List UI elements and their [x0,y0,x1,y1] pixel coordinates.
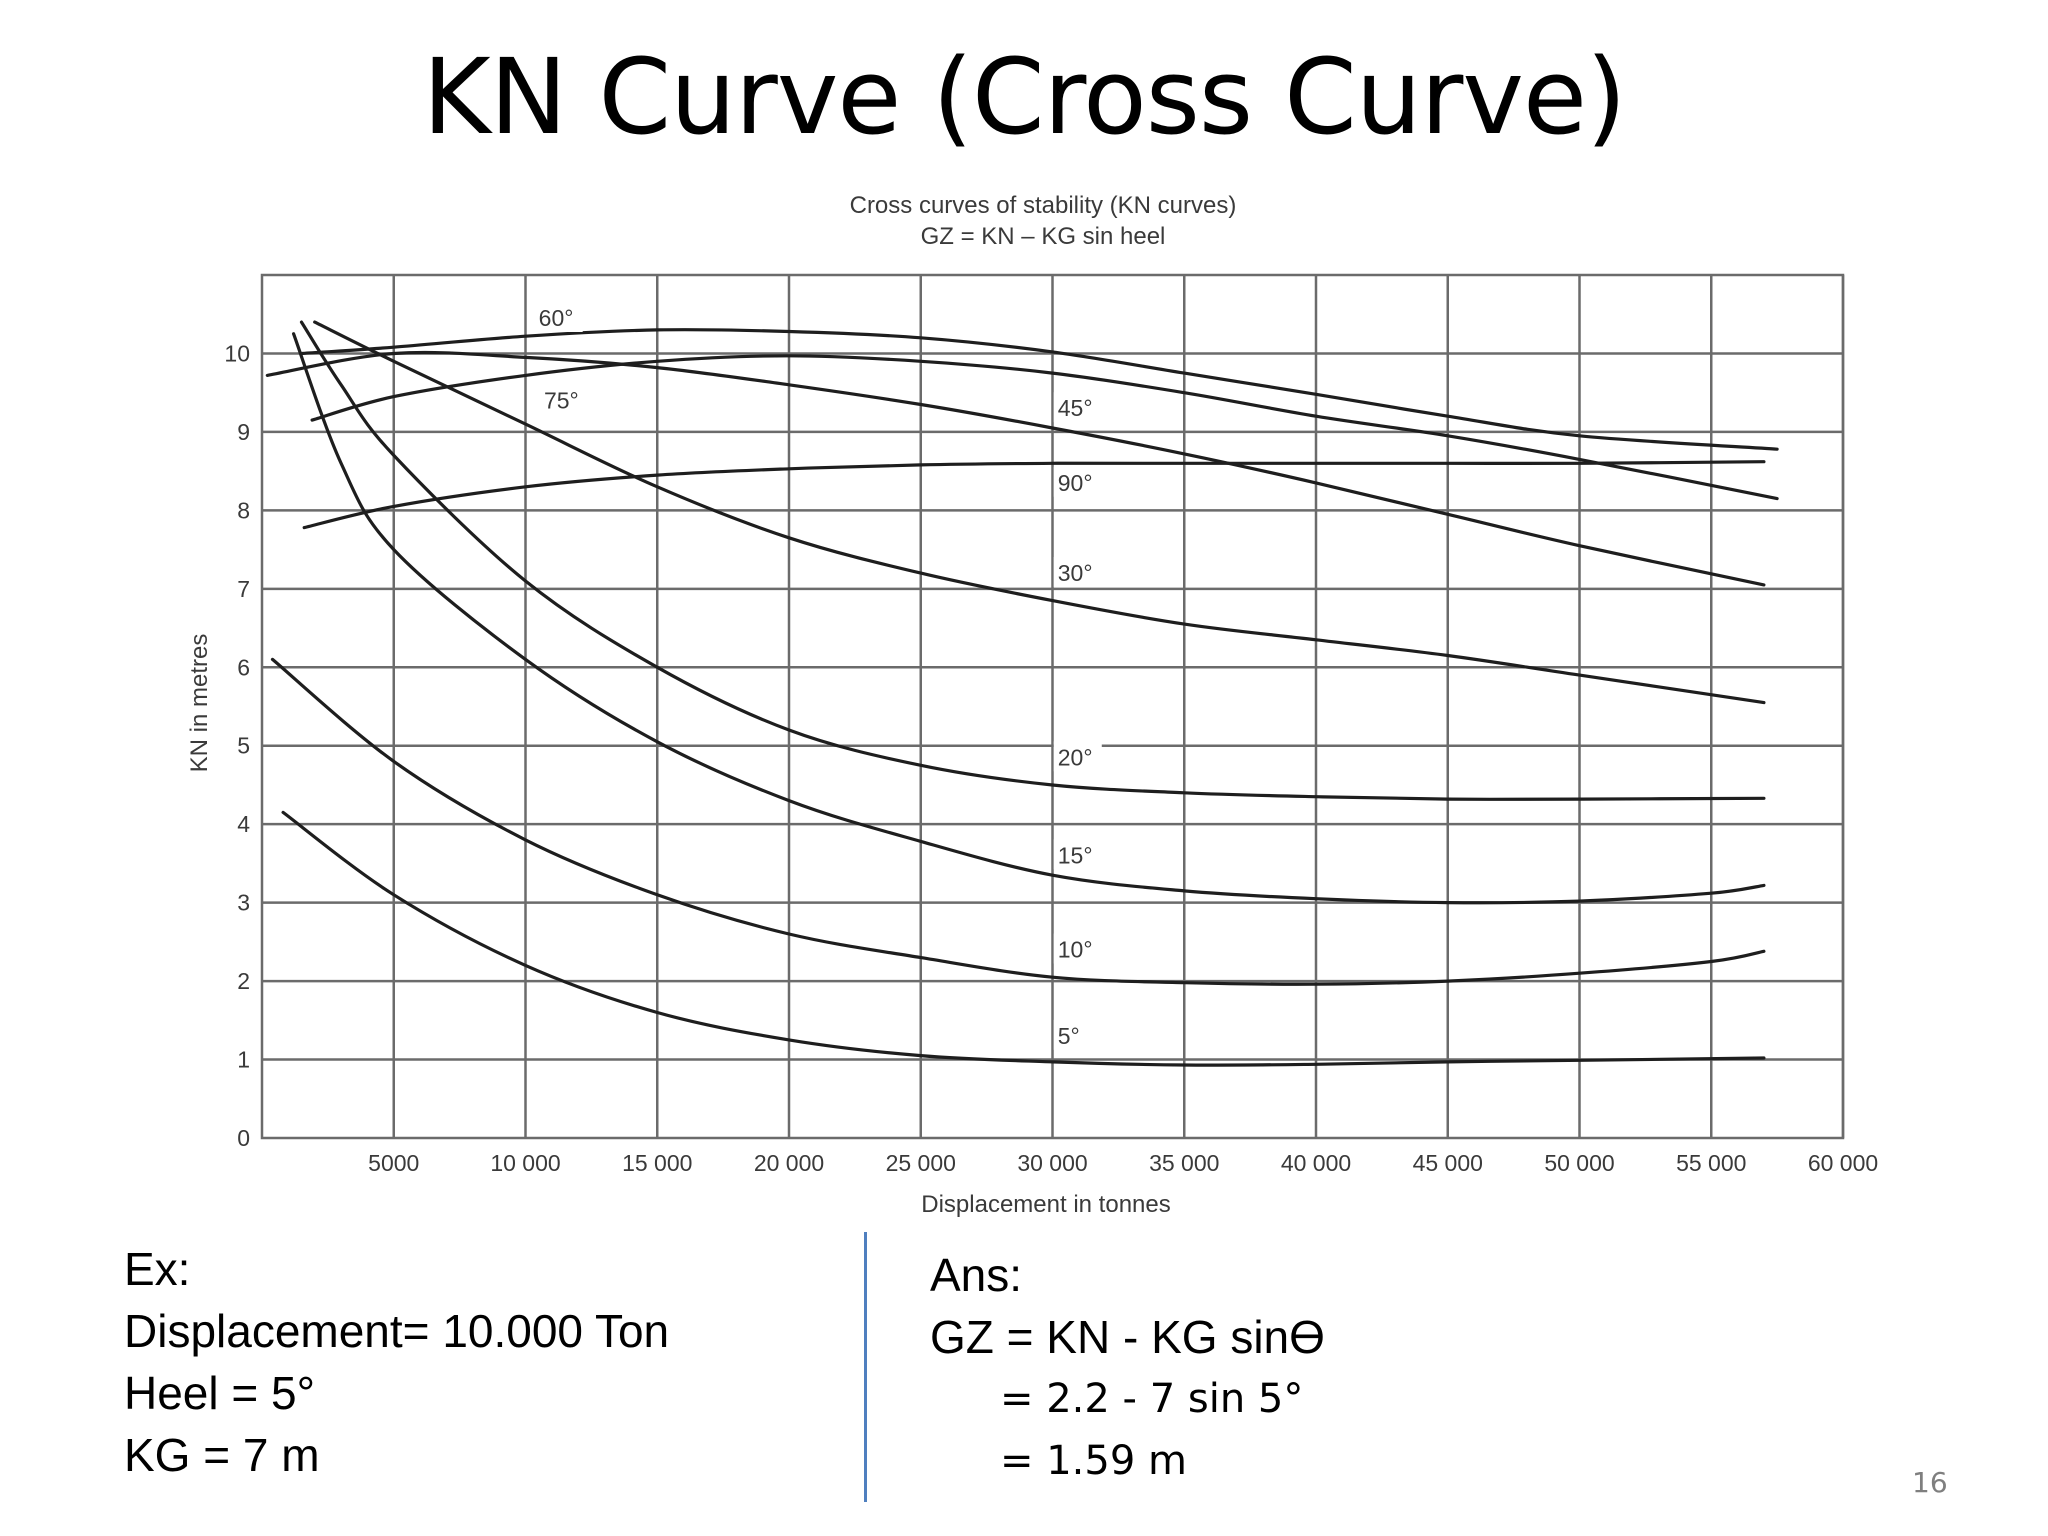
curve-90-deg [302,460,1766,530]
curve-5-deg [281,810,1766,1067]
curve-label-bg-5-deg [1053,1019,1102,1050]
example-heading: Ex: [124,1243,191,1295]
curve-label-bg-30-deg [1053,556,1102,587]
example-displacement: Displacement= 10.000 Ton [124,1305,670,1357]
curve-label-bg-45-deg [1053,392,1102,423]
x-tick-label: 30 000 [1017,1150,1087,1176]
curve-label-10-deg: 10° [1058,937,1093,963]
y-tick-label: 4 [237,811,250,837]
x-tick-label: 5000 [368,1150,419,1176]
x-tick-label: 40 000 [1281,1150,1351,1176]
curve-20-deg [299,320,1766,801]
y-axis-label: KN in metres [186,634,213,773]
x-tick-label: 25 000 [886,1150,956,1176]
curve-45-deg [265,350,1766,587]
curve-15-deg [292,332,1766,905]
curve-label-20-deg: 20° [1058,744,1093,770]
x-tick-label: 35 000 [1149,1150,1219,1176]
chart-title: Cross curves of stability (KN curves) [850,192,1237,219]
example-heel: Heel = 5° [124,1367,316,1419]
chart-grid [260,273,1845,1140]
curve-label-bg-90-deg [1053,466,1102,497]
y-tick-label: 10 [224,340,250,366]
answer-heading: Ans: [930,1249,1023,1301]
x-tick-label: 10 000 [490,1150,560,1176]
chart-tick-labels: 5000 10 000 15 000 20 000 25 000 30 000 35 000… [224,340,1878,1176]
curve-10-deg [270,657,1766,986]
y-tick-label: 0 [237,1125,250,1151]
curve-label-60-deg: 60° [539,305,574,331]
chart-subtitle: GZ = KN – KG sin heel [921,223,1166,250]
y-tick-label: 1 [237,1047,250,1073]
slide-title: KN Curve (Cross Curve) [422,36,1626,158]
curve-label-15-deg: 15° [1058,842,1093,868]
curve-60-deg [299,328,1779,451]
curve-label-75-deg: 75° [544,387,579,413]
y-tick-label: 8 [237,497,250,523]
x-axis-label: Displacement in tonnes [921,1191,1170,1218]
answer-step-2: = 1.59 m [1000,1438,1187,1484]
curve-label-bg-10-deg [1053,933,1102,964]
answer-block: Ans: GZ = KN - KG sinϴ = 2.2 - 7 sin 5° … [930,1244,1325,1492]
curve-label-30-deg: 30° [1058,560,1093,586]
answer-step-1: = 2.2 - 7 sin 5° [1000,1376,1304,1422]
answer-formula: GZ = KN - KG sinϴ [930,1311,1325,1363]
x-tick-label: 60 000 [1808,1150,1878,1176]
chart-curve-labels: 5° 10° 15° 20° 30° 45° 60° 75° 90° [534,301,1102,1050]
x-tick-label: 15 000 [622,1150,692,1176]
chart-curves [265,320,1779,1067]
curve-label-bg-75-deg [539,384,588,415]
y-tick-label: 7 [237,576,250,602]
example-kg: KG = 7 m [124,1429,320,1481]
curve-label-bg-60-deg [534,301,583,332]
x-tick-label: 55 000 [1676,1150,1746,1176]
curve-label-bg-20-deg [1053,741,1102,772]
x-tick-label: 50 000 [1544,1150,1614,1176]
x-tick-label: 20 000 [754,1150,824,1176]
y-tick-label: 6 [237,654,250,680]
y-tick-label: 2 [237,968,250,994]
column-divider [864,1232,867,1502]
curve-30-deg [313,320,1766,705]
example-block: Ex: Displacement= 10.000 Ton Heel = 5° K… [124,1238,669,1486]
y-tick-label: 9 [237,419,250,445]
curve-label-90-deg: 90° [1058,470,1093,496]
curve-label-bg-15-deg [1053,839,1102,870]
curve-label-45-deg: 45° [1058,395,1093,421]
curve-label-5-deg: 5° [1058,1023,1080,1049]
page-number: 16 [1912,1466,1948,1499]
y-tick-label: 5 [237,733,250,759]
y-tick-label: 3 [237,890,250,916]
x-tick-label: 45 000 [1413,1150,1483,1176]
kn-cross-curves-chart: Cross curves of stability (KN curves) GZ… [186,192,1878,1218]
curve-75-deg [310,354,1779,501]
